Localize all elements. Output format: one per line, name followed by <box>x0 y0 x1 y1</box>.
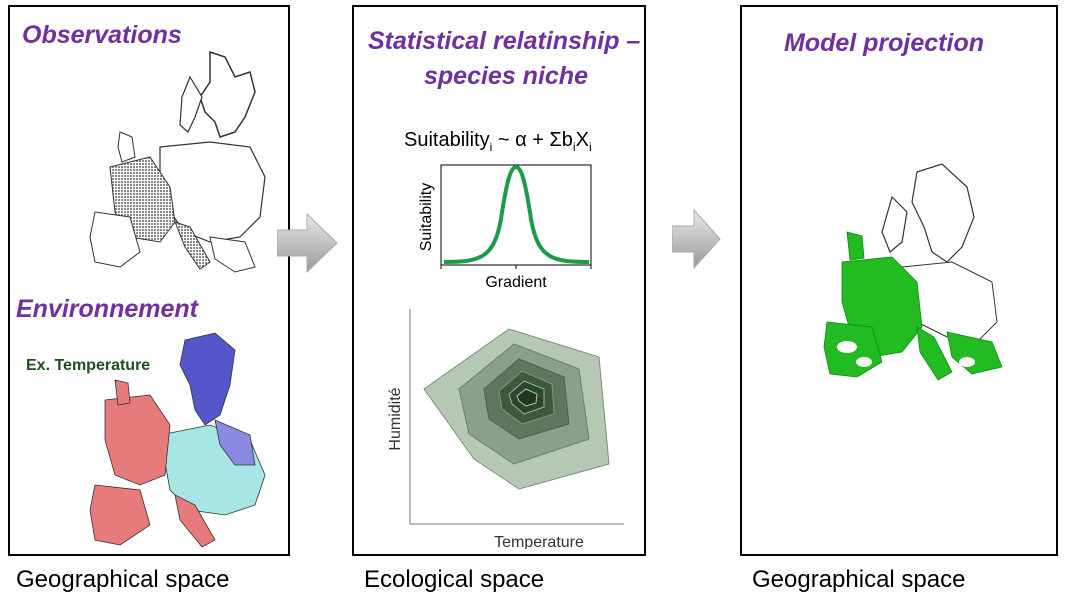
formula-operator: ~ α + Σb <box>492 129 573 151</box>
panel-projection: Model projection <box>740 5 1058 556</box>
map-label-temperature: Ex. Temperature <box>26 357 151 374</box>
panel-observations: Observations Environnement <box>8 5 290 556</box>
niche-ylabel: Humidité <box>387 387 404 450</box>
caption-geographical-left: Geographical space <box>16 566 230 593</box>
formula: Suitabilityi ~ α + ΣbiXi <box>404 129 592 154</box>
formula-subscript-i3: i <box>588 140 592 154</box>
title-model-projection: Model projection <box>784 29 984 57</box>
formula-subscript-i2: i <box>572 140 576 154</box>
niche-xlabel: Temperature <box>494 534 584 549</box>
caption-geographical-right: Geographical space <box>752 566 966 593</box>
suitability-curve-plot: Suitability Gradient <box>418 164 592 289</box>
title-statistical-line1: Statistical relatinship – <box>368 27 641 55</box>
formula-main: Suitability <box>404 129 490 151</box>
title-environnement: Environnement <box>16 295 198 323</box>
caption-ecological: Ecological space <box>364 566 545 593</box>
title-statistical-line2: species niche <box>424 62 588 90</box>
temperature-map <box>89 332 266 548</box>
panel-ecological: Statistical relatinship – species niche … <box>352 5 646 556</box>
curve-ylabel: Suitability <box>418 183 435 251</box>
observation-map <box>89 50 266 273</box>
arrow-right-1 <box>277 212 338 274</box>
niche-plot: Humidité Temperature <box>387 309 624 549</box>
formula-subscript-i: i <box>489 140 493 154</box>
title-observations: Observations <box>22 21 182 49</box>
formula-x: X <box>575 129 589 151</box>
projection-map <box>823 163 1003 381</box>
arrow-right-2 <box>672 208 721 270</box>
curve-xlabel: Gradient <box>485 274 547 289</box>
bell-curve-line <box>443 164 590 264</box>
